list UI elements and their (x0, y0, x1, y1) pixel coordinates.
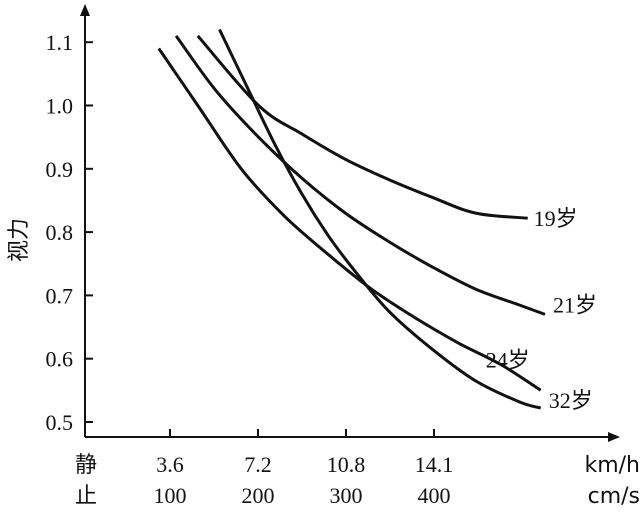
series-label: 19岁 (534, 206, 578, 231)
x-tick-label-cms: 200 (242, 483, 275, 508)
x-tick-label-kmh: 3.6 (156, 452, 184, 477)
x-tick-label-cms: 300 (330, 483, 363, 508)
x-unit-cms: cm/s (588, 484, 640, 509)
axes (80, 4, 620, 442)
x-axis-arrow (608, 432, 620, 442)
x-tick-label-kmh: 10.8 (327, 452, 366, 477)
curve-21岁 (174, 35, 546, 316)
x-start-label-bottom: 止 (75, 484, 97, 509)
series-label: 24岁 (486, 347, 530, 372)
x-unit-kmh: km/h (584, 453, 640, 478)
y-tick-label: 0.8 (46, 220, 74, 245)
x-tick-label-cms: 400 (418, 483, 451, 508)
labels: 0.5 0.6 0.7 0.8 0.9 1.0 1.1 3.6 100 7.2 200 10.8 300… (7, 30, 640, 509)
x-tick-label-cms: 100 (154, 483, 187, 508)
y-tick-label: 1.0 (46, 94, 74, 119)
x-tick-label-kmh: 7.2 (244, 452, 272, 477)
y-tick-label: 0.6 (46, 347, 74, 372)
x-start-label-top: 静 (75, 453, 97, 478)
curve-24岁 (157, 47, 542, 392)
curve-32岁 (218, 28, 542, 410)
y-tick-label: 0.5 (46, 410, 74, 435)
y-axis-label: 视力 (7, 218, 32, 262)
series-label: 32岁 (549, 388, 593, 413)
curves (157, 28, 546, 410)
y-axis-arrow (80, 4, 90, 16)
y-tick-label: 0.9 (46, 157, 74, 182)
x-tick-label-kmh: 14.1 (415, 452, 454, 477)
y-tick-label: 1.1 (46, 30, 74, 55)
series-label: 21岁 (553, 292, 597, 317)
curve-19岁 (196, 34, 528, 220)
y-tick-label: 0.7 (46, 283, 74, 308)
